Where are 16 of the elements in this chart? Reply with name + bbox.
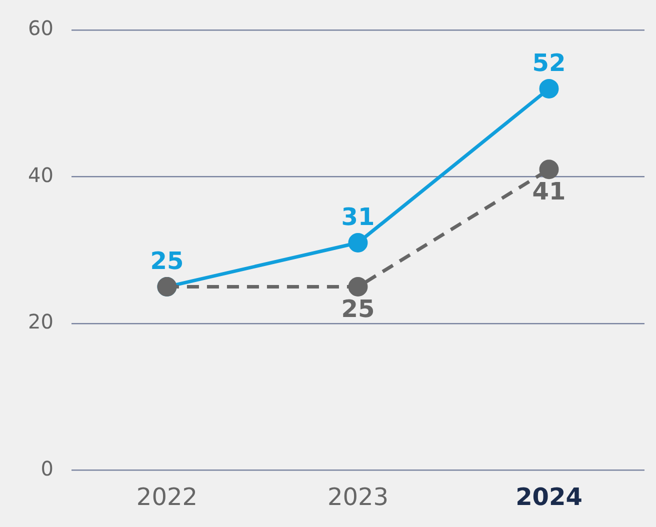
x-tick-label: 2024	[516, 482, 582, 511]
point	[348, 277, 368, 297]
y-tick-label: 20	[28, 310, 54, 334]
x-tick-label: 2022	[136, 482, 198, 511]
data-label: 31	[341, 203, 375, 231]
y-tick-label: 0	[40, 456, 54, 480]
y-tick-label: 60	[28, 16, 54, 40]
data-label: 52	[532, 48, 566, 77]
data-label: 41	[532, 178, 566, 206]
point	[539, 78, 559, 98]
data-label: 25	[150, 247, 184, 276]
y-tick-label: 40	[28, 162, 54, 187]
x-tick-label: 2023	[327, 482, 389, 511]
point	[539, 160, 559, 180]
point	[348, 233, 368, 253]
data-label: 25	[341, 295, 375, 324]
